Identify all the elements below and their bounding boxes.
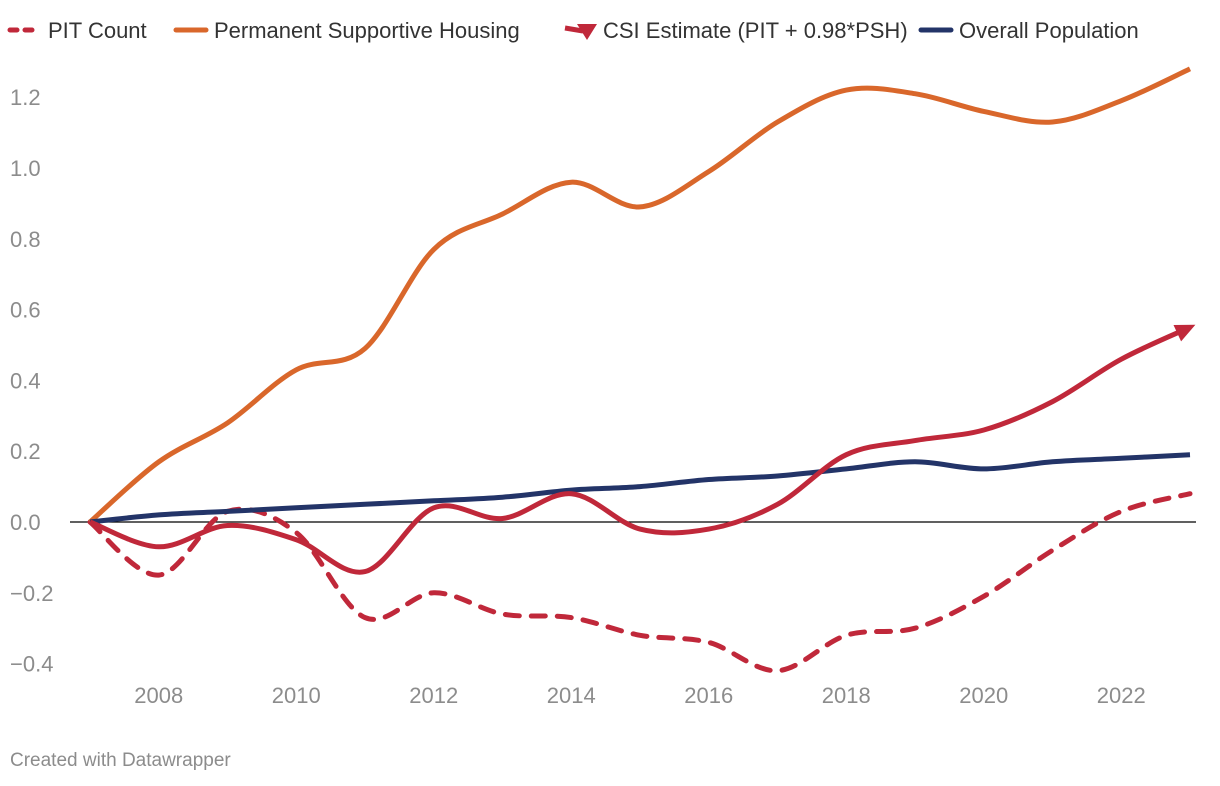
credit-text: Created with Datawrapper (10, 750, 231, 771)
y-axis: −0.4 −0.2 0.0 0.2 0.4 0.6 0.8 1.0 1.2 (10, 85, 53, 676)
x-tick-label: 2008 (134, 683, 183, 708)
x-tick-label: 2022 (1097, 683, 1146, 708)
y-tick-label: 0.2 (10, 439, 41, 464)
legend-swatch-line (564, 25, 584, 34)
legend-item-overall-population: Overall Population (918, 18, 1139, 43)
legend-label: Permanent Supportive Housing (214, 18, 520, 43)
legend-label: CSI Estimate (PIT + 0.98*PSH) (603, 18, 908, 43)
x-tick-label: 2012 (409, 683, 458, 708)
series-line-permanent-supportive-housing (88, 66, 1192, 524)
series-line-overall-population (89, 452, 1191, 525)
legend: PIT Count Permanent Supportive Housing CSI… (7, 18, 1139, 43)
y-tick-label: 0.0 (10, 510, 41, 535)
series-line-pit-count (87, 491, 1193, 674)
legend-item-permanent-supportive-housing: Permanent Supportive Housing (173, 18, 520, 43)
x-tick-label: 2016 (684, 683, 733, 708)
series-line-csi-estimate-pit-0-98-psh (89, 325, 1192, 575)
y-tick-label: −0.2 (10, 581, 53, 606)
legend-swatch-arrow-icon (577, 24, 597, 40)
y-tick-label: 0.4 (10, 368, 41, 393)
y-tick-label: 0.6 (10, 298, 41, 323)
series-layer (87, 66, 1196, 674)
y-tick-label: 0.8 (10, 227, 41, 252)
legend-item-pit-count: PIT Count (7, 18, 147, 43)
series-end-arrow (1173, 324, 1196, 342)
legend-item-csi-estimate-pit-0-98-psh: CSI Estimate (PIT + 0.98*PSH) (564, 18, 908, 43)
y-tick-label: 1.2 (10, 85, 41, 110)
y-tick-label: −0.4 (10, 652, 53, 677)
legend-label: PIT Count (48, 18, 147, 43)
x-tick-label: 2010 (272, 683, 321, 708)
legend-label: Overall Population (959, 18, 1139, 43)
x-tick-label: 2020 (959, 683, 1008, 708)
x-axis: 2008 2010 2012 2014 2016 2018 2020 2022 (134, 683, 1145, 708)
x-tick-label: 2018 (822, 683, 871, 708)
x-tick-label: 2014 (547, 683, 596, 708)
y-tick-label: 1.0 (10, 156, 41, 181)
